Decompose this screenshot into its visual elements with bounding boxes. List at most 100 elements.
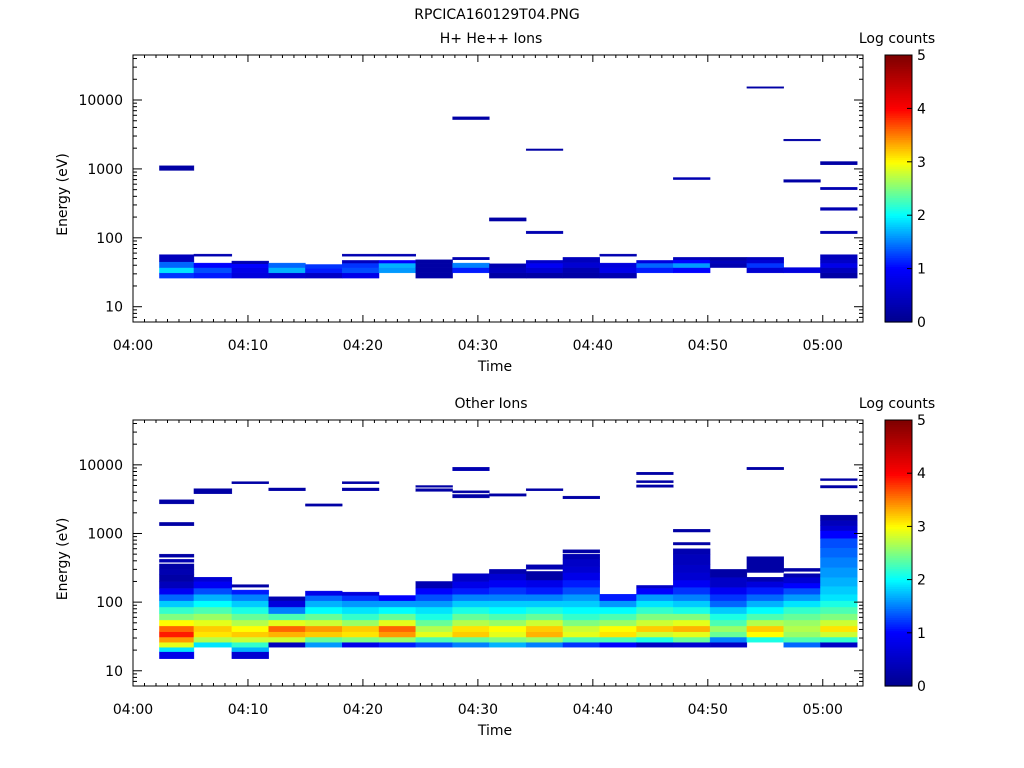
energy-bin-cell [673,262,711,268]
energy-bin-cell [342,481,380,484]
energy-bin-cell [159,600,195,608]
colorbar-segment [885,157,912,161]
energy-bin-cell [636,484,674,488]
energy-bin-cell [159,499,195,505]
colorbar-segment [885,499,912,503]
energy-bin-cell [673,600,711,608]
colorbar-frame [884,54,913,323]
energy-bin-cell [746,606,784,614]
colorbar-segment [885,497,912,501]
colorbar-segment [885,137,912,141]
energy-bin-cell [820,262,858,268]
colorbar-segment [885,233,912,236]
colorbar-segment [885,257,912,261]
energy-bin-cell [599,594,637,601]
energy-bin-cell [562,257,600,263]
colorbar-segment [885,208,912,212]
energy-bin-cell [599,600,637,608]
energy-bin-cell [378,636,417,643]
x-tick-label: 04:10 [228,702,268,718]
energy-bin-cell [525,267,564,274]
colorbar-segment [885,199,912,203]
energy-bin-cell [342,260,380,264]
colorbar-segment [885,155,912,158]
colorbar-segment [885,484,912,488]
energy-bin-cell [783,179,821,183]
colorbar-segment [885,420,912,423]
energy-bin-cell [673,548,711,555]
energy-bin-cell [525,636,564,643]
colorbar-segment [885,310,912,314]
energy-bin-cell [489,573,527,581]
energy-bin-cell [525,587,564,595]
energy-bin-cell [342,267,380,274]
colorbar-segment [885,170,912,174]
energy-bin-cell [489,579,527,588]
energy-bin-cell [342,606,380,614]
colorbar-segment [885,132,912,136]
colorbar-segment [885,255,912,259]
energy-bin-cell [342,591,380,596]
energy-bin-cell [268,619,306,627]
energy-bin-cell [562,262,600,268]
energy-bin-cell [452,267,490,274]
energy-bin-cell [268,487,306,491]
energy-bin-cell [746,262,784,268]
y-axis-label: Energy (eV) [55,518,71,601]
colorbar-segment [885,219,912,223]
colorbar-segment [885,266,912,270]
colorbar-segment [885,188,912,192]
energy-bin-cell [305,625,343,632]
colorbar-segment [885,101,912,105]
figure-title: RPCICA160129T04.PNG [414,7,579,23]
energy-bin-cell [746,467,784,470]
energy-bin-cell [415,594,453,601]
energy-bin-cell [783,582,821,589]
energy-bin-cell [783,594,821,601]
colorbar-segment [885,588,912,592]
colorbar-segment [885,592,912,596]
energy-bin-cell [489,625,527,632]
energy-bin-cell [415,600,453,608]
energy-bin-cell [562,631,600,638]
energy-bin-cell [378,619,417,627]
colorbar-segment [885,646,912,649]
energy-bin-cell [268,613,306,621]
colorbar-segment [885,139,912,143]
colorbar-segment [885,192,912,196]
energy-bin-cell [231,647,269,652]
energy-bin-cell [489,263,527,268]
energy-bin-cell [820,636,858,643]
energy-bin-cell [599,262,637,268]
energy-bin-cell [159,165,195,171]
colorbar-segment [885,659,912,663]
energy-bin-cell [599,619,637,627]
colorbar-segment [885,284,912,288]
energy-bin-cell [525,613,564,621]
energy-bin-cell [342,636,380,643]
energy-bin-cell [820,525,858,531]
energy-bin-cell [342,262,380,268]
energy-bin-cell [452,581,490,589]
x-tick-label: 04:40 [573,338,613,354]
colorbar-segment [885,635,912,638]
energy-bin-cell [489,613,527,621]
energy-bin-cell [709,631,748,638]
energy-bin-cell [709,636,748,643]
energy-bin-cell [415,581,453,589]
colorbar-segment [885,637,912,641]
energy-bin-cell [525,594,564,601]
energy-bin-cell [342,625,380,632]
colorbar-segment [885,544,912,547]
energy-bin-cell [378,642,417,648]
plot-frame [132,419,864,687]
colorbar-segment [885,237,912,241]
energy-bin-cell [159,594,195,601]
colorbar-segment [885,677,912,680]
colorbar-segment [885,612,912,616]
colorbar-segment [885,61,912,65]
y-tick-label: 10000 [78,93,123,109]
colorbar-segment [885,210,912,214]
